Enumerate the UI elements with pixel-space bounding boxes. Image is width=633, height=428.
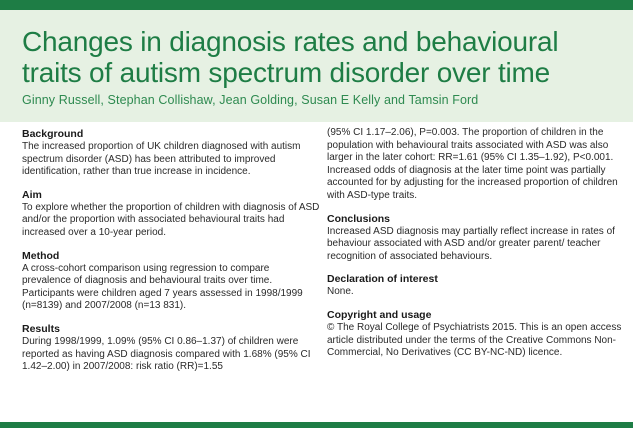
- declaration-text: None.: [327, 286, 354, 298]
- copyright-text: © The Royal College of Psychiatrists 201…: [327, 321, 622, 359]
- background-heading: Background: [22, 128, 84, 140]
- copyright-section: Copyright and usage © The Royal College …: [327, 308, 623, 360]
- top-accent-bar: [0, 0, 633, 10]
- results-section: Results During 1998/1999, 1.09% (95% CI …: [22, 322, 320, 374]
- background-section: Background The increased proportion of U…: [22, 127, 320, 179]
- aim-text: To explore whether the proportion of chi…: [22, 201, 320, 238]
- bottom-accent-bar: [0, 422, 633, 428]
- conclusions-text: Increased ASD diagnosis may partially re…: [327, 225, 615, 262]
- abstract-left-column: Background The increased proportion of U…: [22, 127, 320, 383]
- background-text: The increased proportion of UK children …: [22, 141, 301, 178]
- article-title: Changes in diagnosis rates and behaviour…: [22, 26, 559, 88]
- conclusions-heading: Conclusions: [327, 212, 391, 225]
- results-heading: Results: [22, 322, 60, 335]
- abstract-right-column: (95% CI 1.17–2.06), P=0.003. The proport…: [327, 127, 623, 369]
- results-continued-section: (95% CI 1.17–2.06), P=0.003. The proport…: [327, 127, 623, 203]
- method-text: A cross-cohort comparison using regressi…: [22, 262, 303, 312]
- method-section: Method A cross-cohort comparison using r…: [22, 249, 320, 313]
- results-continued-text: (95% CI 1.17–2.06), P=0.003. The proport…: [327, 127, 618, 201]
- declaration-heading: Declaration of interest: [327, 273, 438, 286]
- aim-heading: Aim: [22, 188, 42, 201]
- article-header: Changes in diagnosis rates and behaviour…: [0, 10, 633, 122]
- declaration-section: Declaration of interest None.: [327, 272, 623, 299]
- method-heading: Method: [22, 249, 60, 262]
- conclusions-section: Conclusions Increased ASD diagnosis may …: [327, 212, 623, 264]
- results-text: During 1998/1999, 1.09% (95% CI 0.86–1.3…: [22, 335, 311, 373]
- article-authors: Ginny Russell, Stephan Collishaw, Jean G…: [22, 93, 479, 107]
- copyright-heading: Copyright and usage: [327, 308, 432, 321]
- aim-section: Aim To explore whether the proportion of…: [22, 188, 320, 240]
